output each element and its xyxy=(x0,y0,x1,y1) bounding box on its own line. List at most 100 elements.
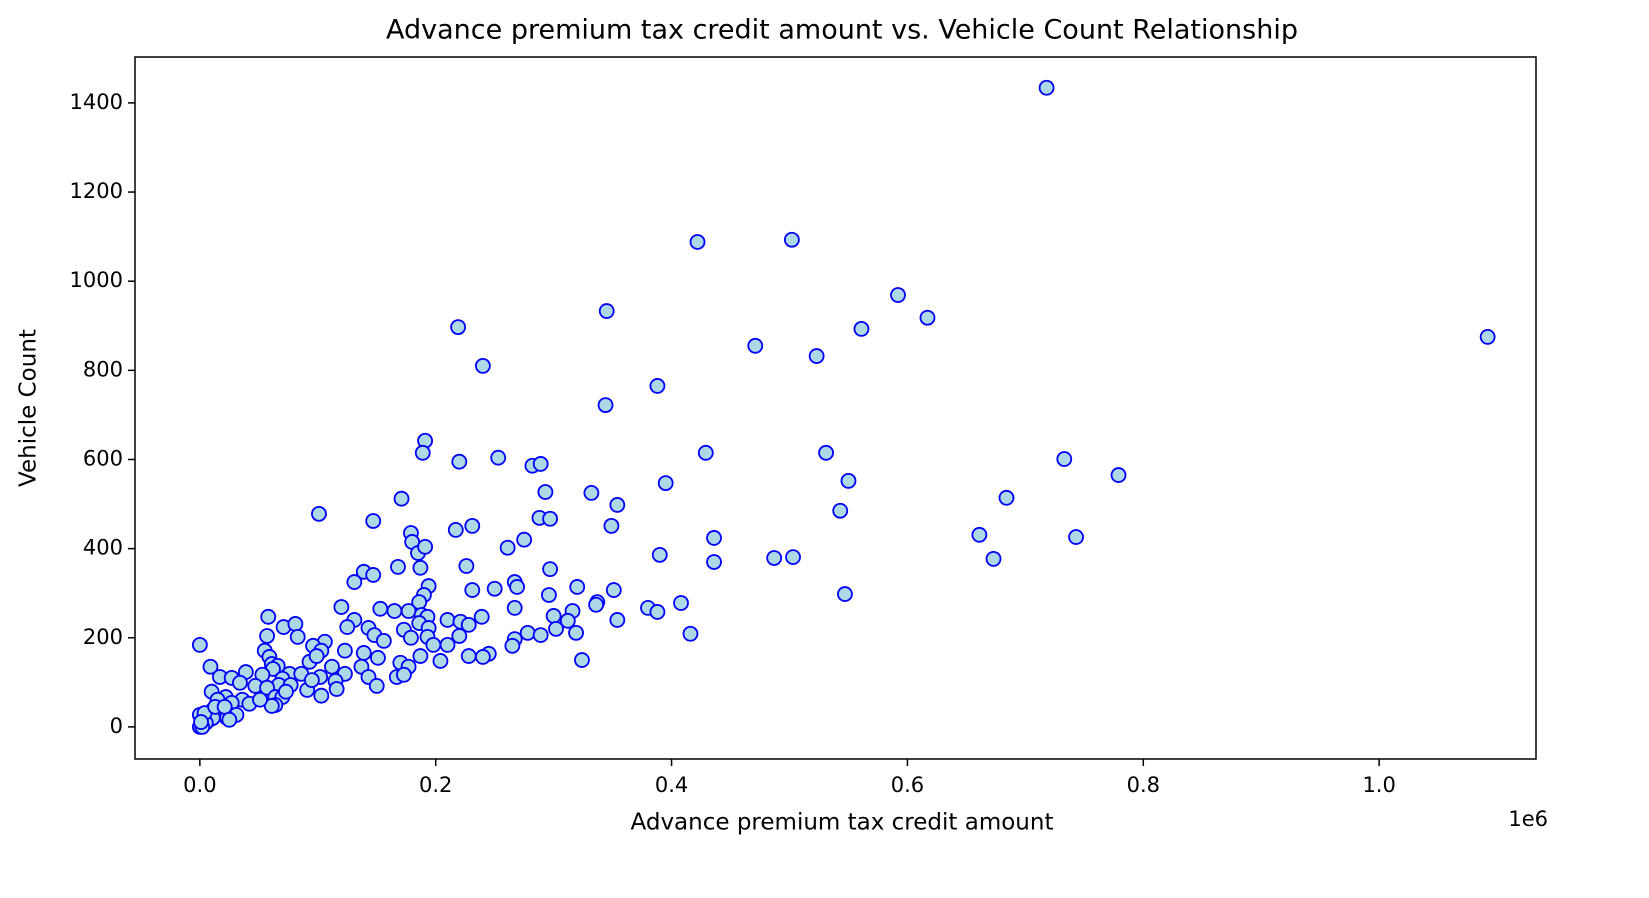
point xyxy=(545,608,562,624)
point xyxy=(542,561,559,578)
point xyxy=(414,444,431,461)
x-offset-label: 1e6 xyxy=(1508,807,1548,831)
point xyxy=(548,620,564,637)
point xyxy=(191,636,208,653)
y-tick-label: 1000 xyxy=(70,268,123,292)
point xyxy=(1068,529,1084,545)
point xyxy=(390,558,406,575)
point xyxy=(609,497,626,513)
point xyxy=(278,683,294,700)
point xyxy=(439,612,456,628)
point xyxy=(432,653,449,669)
x-tick-label: 0.6 xyxy=(891,773,924,797)
y-tick-label: 400 xyxy=(83,536,123,560)
point xyxy=(519,624,536,641)
point xyxy=(1110,467,1127,483)
point xyxy=(439,636,456,653)
point xyxy=(985,550,1002,567)
point xyxy=(221,711,238,728)
point xyxy=(450,319,467,336)
point xyxy=(417,538,434,555)
point xyxy=(682,625,699,642)
point xyxy=(499,539,516,556)
point xyxy=(706,530,722,546)
x-axis-label: Advance premium tax credit amount xyxy=(631,810,1054,836)
point xyxy=(365,513,382,529)
point xyxy=(372,600,389,617)
point xyxy=(202,658,219,675)
point xyxy=(689,234,706,250)
point xyxy=(818,444,834,461)
point xyxy=(609,612,626,628)
x-tick-label: 1.0 xyxy=(1362,773,1395,797)
point xyxy=(403,629,419,646)
point xyxy=(490,449,507,466)
point xyxy=(474,357,491,374)
point xyxy=(370,649,386,666)
point xyxy=(216,698,233,715)
point xyxy=(328,681,345,697)
x-tick-label: 0.0 xyxy=(183,773,216,797)
point xyxy=(458,558,475,574)
point xyxy=(311,505,327,522)
point xyxy=(393,490,410,507)
y-tick-label: 0 xyxy=(110,714,123,738)
point xyxy=(474,649,491,665)
point xyxy=(516,531,533,548)
point xyxy=(532,627,549,643)
point xyxy=(260,608,277,625)
point xyxy=(425,636,442,653)
point xyxy=(785,549,801,565)
point xyxy=(368,678,385,694)
point xyxy=(597,397,614,414)
point xyxy=(568,624,584,641)
point xyxy=(506,600,523,616)
point xyxy=(747,337,764,354)
point xyxy=(395,666,412,683)
point xyxy=(783,231,800,248)
point xyxy=(890,287,906,303)
point xyxy=(583,485,600,501)
point xyxy=(193,714,209,730)
point xyxy=(998,489,1015,506)
point xyxy=(232,674,248,691)
point xyxy=(451,453,468,470)
point xyxy=(365,567,382,583)
plot-frame xyxy=(134,56,1537,760)
point xyxy=(649,378,666,394)
point xyxy=(537,484,554,500)
point xyxy=(706,554,722,570)
point xyxy=(853,320,870,337)
point xyxy=(598,303,615,319)
y-axis-label: Vehicle Count xyxy=(16,329,42,487)
point xyxy=(541,587,557,603)
point xyxy=(532,456,549,472)
point xyxy=(346,574,363,590)
point xyxy=(657,475,674,492)
point xyxy=(460,616,477,633)
point xyxy=(542,510,559,527)
x-tick-label: 0.4 xyxy=(655,773,688,797)
y-tick-label: 1200 xyxy=(70,179,123,203)
point xyxy=(339,619,356,635)
point xyxy=(603,517,620,534)
point xyxy=(574,652,590,668)
point xyxy=(333,599,350,615)
point xyxy=(375,632,392,649)
point xyxy=(509,579,525,595)
point xyxy=(313,687,330,704)
y-tick-label: 1400 xyxy=(70,90,123,114)
point xyxy=(569,579,586,595)
point xyxy=(1479,329,1496,345)
point xyxy=(308,648,325,664)
point xyxy=(412,559,429,576)
point xyxy=(808,348,825,364)
point xyxy=(840,472,857,489)
point xyxy=(697,444,714,461)
point xyxy=(504,637,521,654)
point xyxy=(837,586,853,602)
point xyxy=(473,608,490,625)
point xyxy=(289,628,306,645)
y-tick-label: 200 xyxy=(83,625,123,649)
